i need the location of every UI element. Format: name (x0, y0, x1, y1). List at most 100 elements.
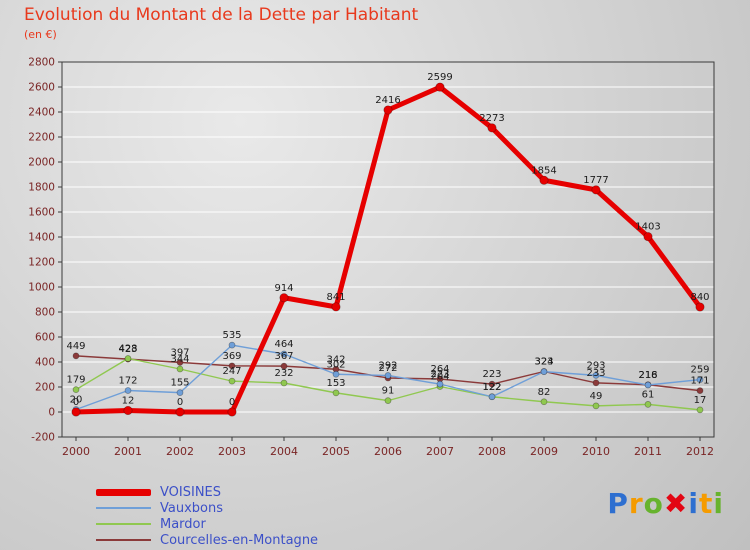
point-label: 204 (430, 372, 449, 383)
data-point (644, 401, 652, 408)
point-label: 449 (66, 341, 85, 352)
x-tick-label: 2006 (374, 445, 402, 458)
data-point (176, 389, 184, 396)
point-label: 302 (326, 359, 345, 370)
point-label: 82 (538, 387, 551, 398)
data-point (591, 185, 601, 195)
data-point (72, 352, 80, 360)
point-label: 259 (690, 365, 709, 376)
data-point (175, 407, 185, 417)
point-label: 179 (66, 375, 85, 386)
x-tick-label: 2004 (270, 445, 298, 458)
data-point (435, 82, 445, 92)
point-label: 344 (170, 354, 189, 365)
point-label: 12 (122, 396, 135, 407)
y-tick-label: 2000 (28, 157, 55, 169)
data-point (123, 405, 133, 416)
data-point (280, 379, 288, 387)
data-point (124, 387, 132, 394)
legend-label: Courcelles-en-Montagne (160, 532, 319, 548)
data-point (331, 302, 341, 312)
point-label: 914 (274, 283, 293, 294)
point-label: 423 (118, 344, 137, 355)
point-label: 293 (586, 360, 605, 371)
point-label: 272 (378, 363, 397, 374)
point-label: 155 (170, 378, 189, 389)
point-label: 172 (118, 376, 137, 387)
y-tick-label: 2400 (28, 107, 55, 119)
point-label: 535 (222, 330, 241, 341)
y-tick-label: 400 (35, 357, 55, 369)
data-point (384, 397, 392, 404)
y-tick-label: 0 (48, 407, 55, 419)
y-tick-label: 1200 (28, 257, 55, 269)
legend: VOISINES Vauxbons Mardor Courcelles-en-Mont… (96, 484, 318, 548)
point-label: 397 (170, 347, 189, 358)
legend-line-vauxbons (96, 507, 151, 509)
point-label: 223 (482, 369, 501, 380)
legend-item-vauxbons: Vauxbons (96, 500, 318, 516)
point-label: 1403 (635, 222, 660, 233)
page-title: Evolution du Montant de la Dette par Hab… (24, 5, 419, 25)
x-tick-label: 2002 (166, 445, 194, 458)
y-tick-label: -200 (31, 432, 55, 444)
data-point (643, 232, 653, 242)
data-point (332, 389, 340, 397)
x-tick-label: 2003 (218, 445, 246, 458)
data-point (436, 380, 444, 388)
point-label: 428 (118, 344, 137, 355)
data-point (228, 341, 236, 349)
y-tick-label: 1400 (28, 232, 55, 244)
y-tick-label: 1800 (28, 182, 55, 194)
point-label: 840 (690, 292, 709, 303)
x-tick-label: 2009 (530, 445, 558, 458)
y-tick-label: 2800 (28, 57, 55, 69)
data-point (228, 362, 236, 370)
point-label: 841 (326, 292, 345, 303)
x-tick-label: 2012 (686, 445, 714, 458)
point-label: 61 (642, 389, 655, 400)
point-label: 49 (590, 391, 603, 402)
legend-label: Vauxbons (160, 500, 224, 516)
y-tick-label: 800 (35, 307, 55, 319)
data-point (487, 123, 497, 133)
point-label: 367 (274, 351, 293, 362)
data-point (644, 381, 652, 389)
data-point (696, 387, 704, 394)
point-label: 17 (694, 395, 707, 406)
x-tick-label: 2001 (114, 445, 142, 458)
point-label: 369 (222, 351, 241, 362)
logo-letter: r (628, 487, 644, 520)
legend-line-voisines (96, 488, 151, 496)
data-point (539, 175, 549, 185)
data-point (592, 402, 600, 410)
point-label: 323 (534, 357, 553, 368)
series-mardor (72, 355, 704, 414)
x-tick-label: 2008 (478, 445, 506, 458)
data-point (279, 293, 289, 303)
x-tick-label: 2005 (322, 445, 350, 458)
data-point (695, 302, 705, 312)
logo-letter: i (688, 487, 699, 520)
point-label: 342 (326, 354, 345, 365)
point-label: 2599 (427, 72, 452, 83)
x-tick-label: 2010 (582, 445, 610, 458)
logo-letter: t (699, 487, 714, 520)
legend-item-mardor: Mardor (96, 516, 318, 532)
x-tick-label: 2000 (62, 445, 90, 458)
data-point (384, 372, 392, 379)
legend-item-voisines: VOISINES (96, 484, 318, 500)
x-tick-label: 2007 (426, 445, 454, 458)
point-label: 1777 (583, 175, 608, 186)
point-label: 218 (638, 370, 657, 381)
legend-line-courcelles-en-montagne (96, 539, 151, 541)
debt-evolution-line-chart: -200020040060080010001200140016001800200… (28, 57, 715, 458)
point-label: 233 (586, 368, 605, 379)
logo-letter: i (713, 487, 724, 520)
point-label: 264 (430, 364, 449, 375)
data-point (592, 379, 600, 387)
data-point (227, 407, 237, 417)
logo-letter: P (607, 487, 629, 520)
point-label: 20 (70, 395, 83, 406)
data-point (592, 372, 600, 379)
